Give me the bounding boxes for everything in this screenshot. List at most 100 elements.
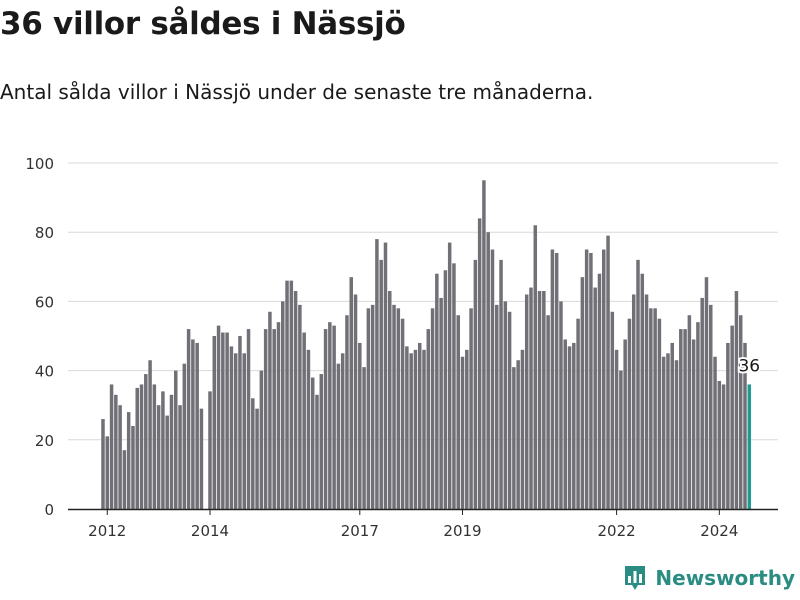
- bar: [388, 291, 392, 509]
- bar: [614, 349, 619, 509]
- bar: [696, 322, 700, 509]
- bar: [593, 287, 597, 509]
- bar: [435, 273, 439, 509]
- bar: [315, 394, 319, 509]
- bar: [400, 318, 405, 509]
- bar: [477, 218, 482, 510]
- bar: [353, 294, 358, 509]
- bar: [336, 363, 341, 509]
- bar: [289, 280, 294, 509]
- bar-highlight: [747, 384, 752, 509]
- bar: [529, 287, 533, 509]
- bar: [285, 280, 289, 509]
- bar: [139, 384, 144, 509]
- bar: [225, 332, 229, 509]
- bar: [298, 304, 302, 509]
- bar: [499, 259, 503, 509]
- bar: [584, 249, 589, 509]
- bar: [670, 342, 674, 509]
- bar: [649, 308, 653, 509]
- bar: [405, 346, 409, 509]
- bar: [726, 342, 730, 509]
- bar: [623, 339, 627, 509]
- bar: [691, 339, 696, 509]
- bar-chart: 0 20 40 60 80 100 2012 2014 2017 2019 2022 2024 36: [25, 155, 778, 540]
- bar: [302, 332, 306, 509]
- bar: [259, 370, 264, 509]
- bar: [323, 329, 328, 509]
- bar: [533, 225, 538, 509]
- bar: [242, 353, 246, 509]
- bar: [114, 394, 118, 509]
- bar: [546, 315, 550, 509]
- bar: [644, 294, 649, 509]
- bar: [447, 242, 452, 509]
- bar: [687, 315, 692, 509]
- y-tick-label: 100: [25, 155, 54, 173]
- x-tick-label: 2017: [341, 522, 379, 540]
- bar: [443, 270, 448, 509]
- bar: [439, 297, 443, 509]
- bar: [717, 380, 722, 509]
- data-label: 36: [738, 356, 760, 376]
- bar: [631, 294, 636, 509]
- bar: [306, 349, 311, 509]
- bar: [229, 346, 234, 509]
- bar: [482, 180, 486, 510]
- bar: [165, 415, 169, 509]
- page-subtitle: Antal sålda villor i Nässjö under de sen…: [0, 80, 594, 104]
- bar: [422, 349, 426, 509]
- bar: [640, 273, 645, 509]
- bar: [666, 353, 670, 509]
- bar: [268, 311, 272, 509]
- bar: [109, 384, 114, 509]
- bar: [730, 325, 734, 509]
- bar: [657, 318, 662, 509]
- bar: [178, 405, 182, 509]
- x-tick-label: 2024: [700, 522, 738, 540]
- bar: [246, 329, 251, 509]
- bar: [580, 277, 585, 509]
- bar: [619, 370, 623, 509]
- bar: [524, 294, 529, 509]
- x-tick-label: 2012: [88, 522, 126, 540]
- bar: [456, 315, 460, 509]
- bar: [191, 339, 195, 509]
- y-tick-label: 40: [35, 363, 54, 381]
- bar: [554, 252, 559, 509]
- bar: [366, 308, 371, 509]
- bar: [743, 342, 747, 509]
- bar: [486, 232, 490, 509]
- bar: [105, 436, 110, 509]
- bar: [263, 329, 268, 509]
- bar: [572, 342, 576, 509]
- bar: [426, 329, 431, 509]
- bar: [674, 360, 679, 509]
- bar: [606, 235, 610, 509]
- bar: [362, 367, 366, 509]
- bar: [550, 249, 555, 509]
- bar: [469, 308, 473, 509]
- bar: [255, 408, 259, 509]
- x-tick-label: 2022: [598, 522, 636, 540]
- bar: [122, 450, 127, 509]
- bar: [516, 360, 520, 509]
- bar: [118, 405, 122, 509]
- bar: [520, 349, 525, 509]
- bar: [700, 297, 704, 509]
- bar: [135, 387, 139, 509]
- bar: [383, 242, 388, 509]
- bar: [473, 259, 478, 509]
- bar: [512, 367, 516, 509]
- bar: [293, 291, 298, 509]
- bar: [233, 353, 238, 509]
- bar: [452, 263, 456, 509]
- bar: [627, 318, 632, 509]
- bar: [208, 391, 212, 509]
- bar: [460, 356, 465, 509]
- x-tick-label: 2014: [191, 522, 229, 540]
- bar: [507, 311, 512, 509]
- bar: [679, 329, 683, 509]
- bar: [465, 349, 469, 509]
- bar: [332, 325, 336, 509]
